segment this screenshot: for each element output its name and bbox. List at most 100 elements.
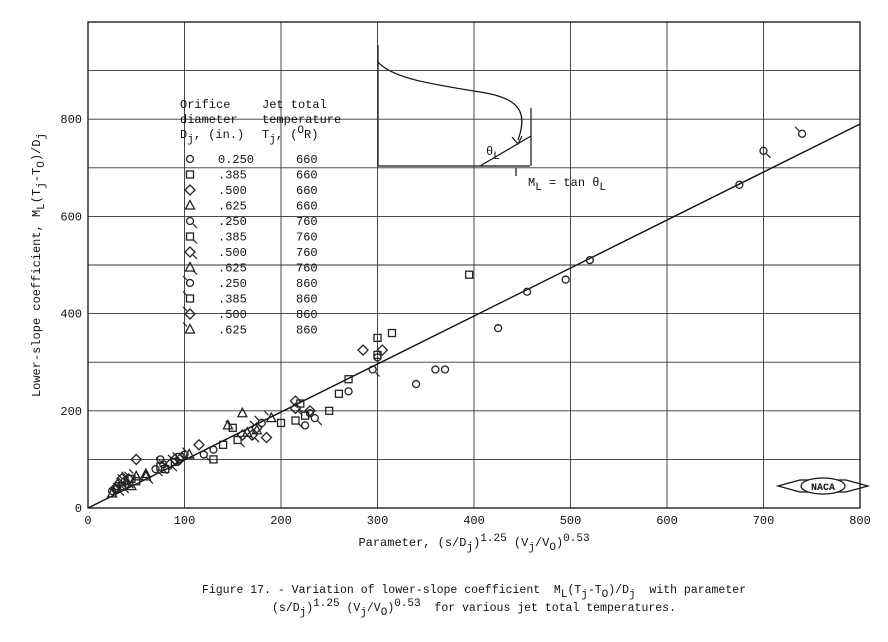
point-tail (182, 322, 188, 327)
point-tail (172, 451, 178, 457)
point (184, 261, 196, 272)
point-tail (117, 473, 123, 479)
point-tail (181, 447, 187, 452)
text-part: L (36, 203, 48, 210)
x-tick-label: 300 (367, 514, 389, 528)
text-part: O (297, 125, 304, 137)
text-part: (T (567, 584, 581, 597)
legend-temperature: 660 (296, 153, 318, 167)
legend-header: temperature (262, 113, 341, 127)
text-part: /V (535, 536, 550, 550)
legend-header: Tj, (OR) (262, 125, 318, 146)
point (310, 413, 319, 423)
text-part: 1.25 (313, 598, 339, 610)
point (184, 199, 196, 210)
text-part: O (36, 161, 48, 168)
point (233, 435, 242, 445)
text-part: for various jet total temperatures. (421, 602, 676, 615)
legend-temperature: 860 (296, 293, 318, 307)
text-part: ) (306, 602, 313, 615)
text-part: j (629, 589, 636, 601)
point (493, 324, 503, 333)
y-tick-label: 200 (60, 405, 82, 419)
point (325, 406, 334, 415)
text-part: L (561, 589, 568, 601)
legend-header: Jet total (262, 98, 327, 112)
text-part: , (in.) (194, 128, 244, 142)
legend-temperature: 760 (296, 246, 318, 260)
text-part: j (36, 182, 48, 189)
point-tail (182, 275, 188, 281)
point (522, 287, 532, 296)
x-tick-label: 400 (463, 514, 485, 528)
point (140, 467, 152, 479)
point (112, 477, 125, 490)
point (368, 365, 377, 374)
text-part: j (528, 542, 535, 554)
point-tail (375, 372, 381, 377)
text-part: (s/D (272, 602, 300, 615)
point (122, 472, 135, 485)
point (257, 418, 266, 428)
legend-temperature: 760 (296, 215, 318, 229)
point-tail (182, 291, 188, 296)
point (735, 180, 744, 189)
point (151, 464, 160, 474)
point (344, 387, 353, 396)
text-part: )/D (608, 584, 629, 597)
legend-temperature: 860 (296, 277, 318, 291)
point (387, 328, 397, 338)
point (334, 389, 344, 398)
x-axis-label: Parameter, (s/Dj)1.25 (Vj/VO)0.53 (358, 533, 589, 554)
text-part: -T (588, 584, 602, 597)
point (159, 460, 168, 469)
point (246, 429, 258, 442)
point (112, 484, 122, 493)
point (185, 278, 195, 288)
x-tick-label: 600 (656, 514, 678, 528)
point (289, 402, 302, 415)
legend-temperature: 760 (296, 231, 318, 245)
point (291, 416, 300, 425)
legend-temperature: 860 (296, 324, 318, 338)
text-part: ) (473, 536, 480, 550)
text-part: Jet total (262, 98, 327, 112)
text-part: O (381, 607, 388, 619)
y-axis-label: Lower-slope coefficient, ML(Tj-TO)/Dj (30, 133, 48, 397)
point-tail (254, 437, 260, 443)
y-tick-label: 800 (60, 113, 82, 127)
point-tail (119, 491, 125, 496)
x-tick-label: 100 (174, 514, 196, 528)
point (185, 216, 195, 226)
point (184, 184, 196, 196)
x-tick-label: 800 (849, 514, 871, 528)
legend-diameter: .625 (218, 200, 247, 214)
plot-frame (87, 21, 861, 509)
text-part: j (269, 134, 276, 146)
point (431, 365, 440, 374)
text-part: R) (304, 128, 318, 142)
y-tick-label: 600 (60, 210, 82, 224)
legend-diameter: .250 (218, 277, 247, 291)
point (140, 470, 152, 481)
text-part: L (493, 151, 500, 163)
point (185, 294, 195, 303)
text-part: j (187, 134, 194, 146)
x-tick-label: 700 (753, 514, 775, 528)
point (236, 406, 248, 418)
text-part: 1.25 (480, 533, 506, 545)
fit-line (87, 123, 861, 509)
text-part: = tan θ (542, 176, 600, 190)
point-tail (172, 466, 178, 472)
legend-temperature: 760 (296, 262, 318, 276)
point-tail (298, 423, 303, 428)
text-part: )/D (30, 140, 44, 162)
point (585, 255, 594, 265)
text-part: /V (367, 602, 381, 615)
x-tick-label: 0 (84, 514, 91, 528)
text-part: O (549, 542, 556, 554)
legend-diameter: .625 (218, 324, 247, 338)
point (561, 275, 570, 284)
text-part: 0.53 (394, 598, 420, 610)
